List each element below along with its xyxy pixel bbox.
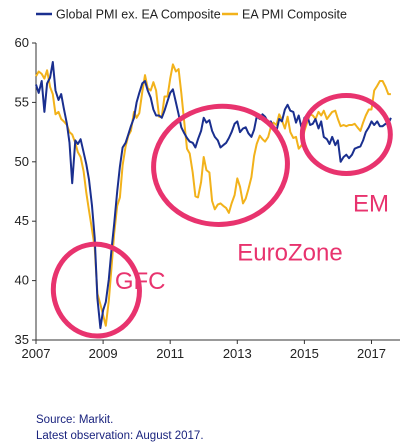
- legend: Global PMI ex. EA Composite EA PMI Compos…: [36, 8, 347, 22]
- series-lines: [35, 61, 392, 330]
- latest-observation-note: Latest observation: August 2017.: [36, 430, 204, 442]
- series-line-ea-pmi: [35, 63, 391, 327]
- y-tick-label: 40: [15, 273, 29, 288]
- y-tick-label: 45: [15, 213, 29, 228]
- legend-label: EA PMI Composite: [242, 8, 347, 22]
- series-line-global-pmi: [35, 61, 392, 330]
- annotation-circle: [299, 92, 393, 176]
- annotation-circle: [151, 103, 290, 227]
- annotation-label: EuroZone: [237, 239, 342, 266]
- x-tick-label: 2007: [22, 346, 51, 361]
- annotation-label: GFC: [115, 268, 166, 295]
- x-tick-label: 2009: [89, 346, 118, 361]
- pmi-chart: Global PMI ex. EA Composite EA PMI Compos…: [15, 8, 400, 361]
- x-tick-label: 2013: [223, 346, 252, 361]
- annotation-circle: [50, 241, 142, 339]
- annotation-label: EM: [353, 191, 389, 218]
- y-tick-label: 35: [15, 332, 29, 347]
- y-tick-label: 50: [15, 154, 29, 169]
- y-tick-label: 60: [15, 35, 29, 50]
- legend-label: Global PMI ex. EA Composite: [56, 8, 221, 22]
- source-note: Source: Markit.: [36, 414, 114, 426]
- x-tick-label: 2015: [290, 346, 319, 361]
- y-tick-label: 55: [15, 94, 29, 109]
- x-tick-label: 2017: [357, 346, 386, 361]
- axes: 35 40 45 50 55 60 2007 2009 2011 2013 2015 2017: [15, 35, 400, 361]
- annotations: GFC EuroZone EM: [50, 92, 393, 339]
- x-tick-label: 2011: [156, 346, 184, 361]
